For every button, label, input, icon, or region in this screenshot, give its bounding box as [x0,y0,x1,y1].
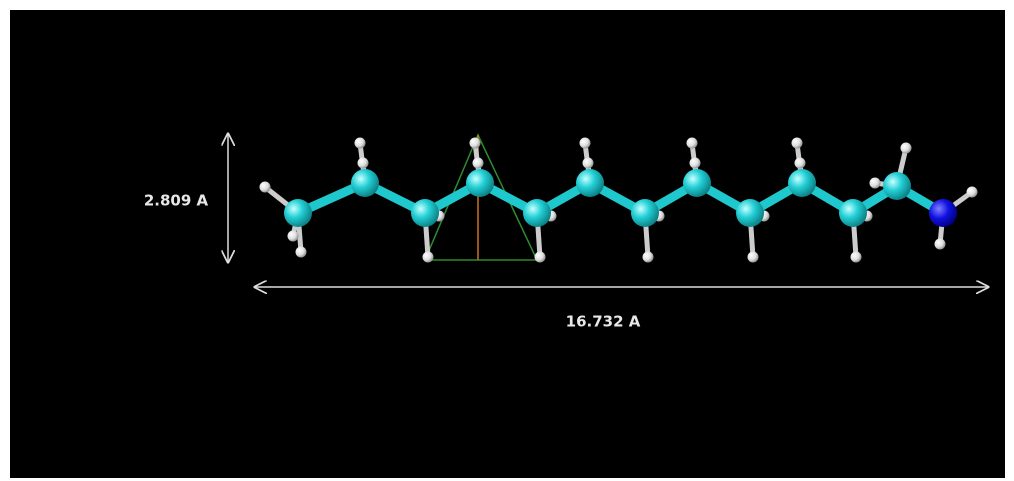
hydrogen-atom [423,252,434,263]
page: 2.809 A 16.732 A (() => { const data = J… [0,0,1014,481]
hydrogen-atom [687,138,698,149]
carbon-atom [631,199,659,227]
hydrogen-atom [288,231,299,242]
hydrogen-atom [643,252,654,263]
hydrogen-atom [260,182,271,193]
hydrogen-atom [355,138,366,149]
hydrogen-atom [583,158,594,169]
hydrogen-atom [870,178,881,189]
carbon-atom [736,199,764,227]
viewer: 2.809 A 16.732 A [0,0,1014,481]
hydrogen-atom [851,252,862,263]
hydrogen-atom [470,138,481,149]
hydrogen-atom [580,138,591,149]
carbon-atom [466,169,494,197]
length-label: 16.732 A [566,313,641,331]
carbon-atom [284,199,312,227]
hydrogen-atom [748,252,759,263]
hydrogen-atom [690,158,701,169]
carbon-atom [883,172,911,200]
hydrogen-atom [535,252,546,263]
hydrogen-atom [935,239,946,250]
hydrogen-atom [967,187,978,198]
hydrogen-atom [795,158,806,169]
carbon-atom [523,199,551,227]
hydrogen-atom [296,247,307,258]
height-label: 2.809 A [144,192,209,210]
hydrogen-atom [358,158,369,169]
carbon-atom [683,169,711,197]
carbon-atom [411,199,439,227]
carbon-atom [839,199,867,227]
hydrogen-atom [792,138,803,149]
carbon-atom [576,169,604,197]
hydrogen-atom [901,143,912,154]
nitrogen-atom [929,199,957,227]
carbon-atom [788,169,816,197]
hydrogen-atom [473,158,484,169]
carbon-atom [351,169,379,197]
